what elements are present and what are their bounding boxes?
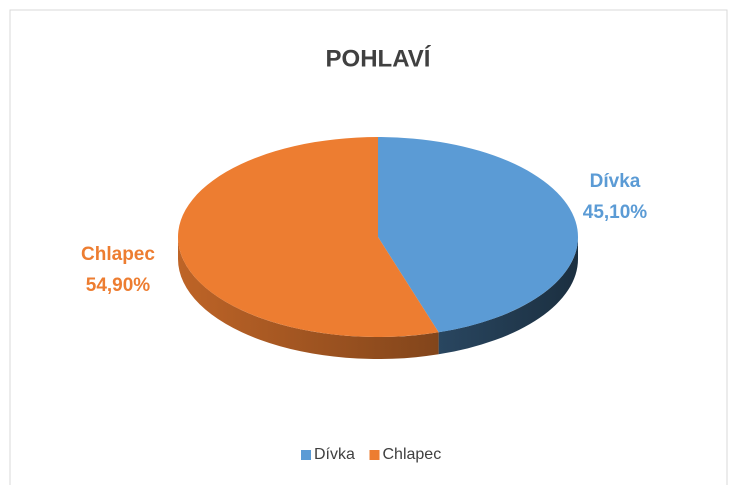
slice-side — [178, 237, 439, 359]
chart-title: POHLAVÍ — [326, 44, 432, 72]
data-label-category: Chlapec — [81, 244, 155, 265]
slice-side — [438, 237, 578, 355]
legend-label: Chlapec — [383, 446, 442, 463]
legend-label: Dívka — [314, 446, 355, 463]
legend-swatch — [301, 450, 311, 460]
legend-swatch — [369, 450, 380, 460]
data-label: 54,90% — [86, 275, 151, 296]
data-label-category: Dívka — [590, 171, 641, 192]
slice — [378, 137, 578, 333]
data-label: 45,10% — [583, 202, 648, 223]
chart-frame — [9, 9, 728, 485]
slice — [178, 137, 439, 337]
